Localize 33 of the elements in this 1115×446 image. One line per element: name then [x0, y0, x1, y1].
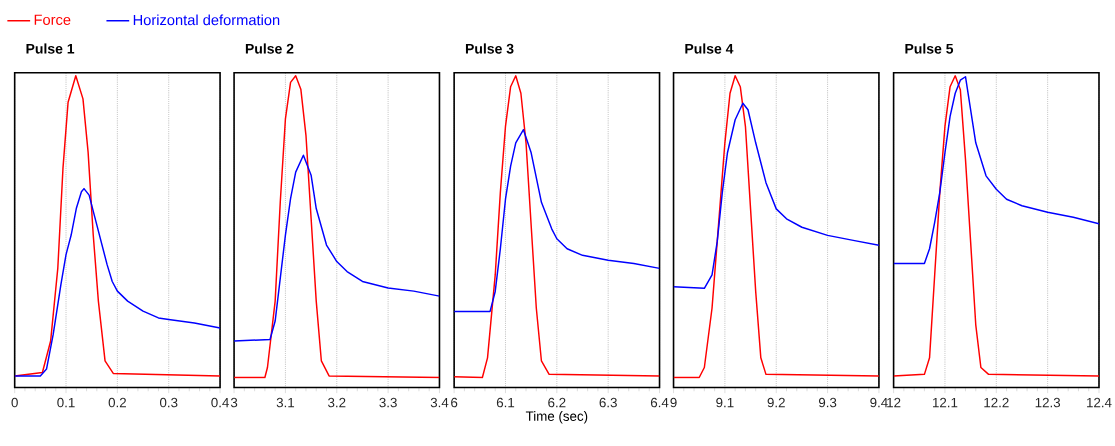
x-tick-label: 3.1: [276, 397, 295, 408]
x-tick-label: 6.1: [496, 397, 515, 408]
x-tick-label: 0: [11, 397, 18, 408]
legend-label: Force: [34, 14, 71, 25]
x-tick-label: 3: [230, 397, 238, 408]
x-tick-label: 12.2: [984, 397, 1009, 408]
x-tick-label: 12.4: [1087, 397, 1112, 408]
x-tick-label: 12.1: [933, 397, 958, 408]
x-tick-label: 6: [451, 397, 458, 408]
chart-title: Pulse 2: [245, 43, 294, 54]
x-tick-label: 0.4: [211, 397, 229, 408]
x-tick-label: 12.3: [1035, 397, 1061, 408]
x-tick-label: 9: [670, 397, 677, 408]
chart-title: Pulse 3: [465, 43, 514, 54]
x-tick-label: 0.1: [57, 397, 75, 408]
x-tick-label: 9.1: [716, 397, 734, 408]
chart-title: Pulse 5: [905, 43, 954, 54]
x-tick-label: 6.2: [548, 397, 566, 408]
x-tick-label: 3.3: [379, 397, 397, 408]
x-tick-label: 3.2: [328, 397, 346, 408]
x-tick-label: 0.2: [108, 397, 126, 408]
x-tick-label: 3.4: [430, 397, 449, 408]
x-tick-label: 6.3: [599, 397, 617, 408]
chart-title: Pulse 4: [685, 43, 734, 54]
x-tick-label: 9.4: [870, 397, 888, 408]
x-tick-label: 12: [887, 397, 901, 408]
x-axis-title: Time (sec): [525, 411, 588, 424]
x-tick-label: 6.4: [650, 397, 669, 408]
x-tick-label: 9.3: [818, 397, 837, 408]
x-tick-label: 9.2: [767, 397, 785, 408]
chart-title: Pulse 1: [26, 43, 75, 54]
x-tick-label: 0.3: [159, 397, 178, 408]
legend-label: Horizontal deformation: [133, 14, 280, 26]
